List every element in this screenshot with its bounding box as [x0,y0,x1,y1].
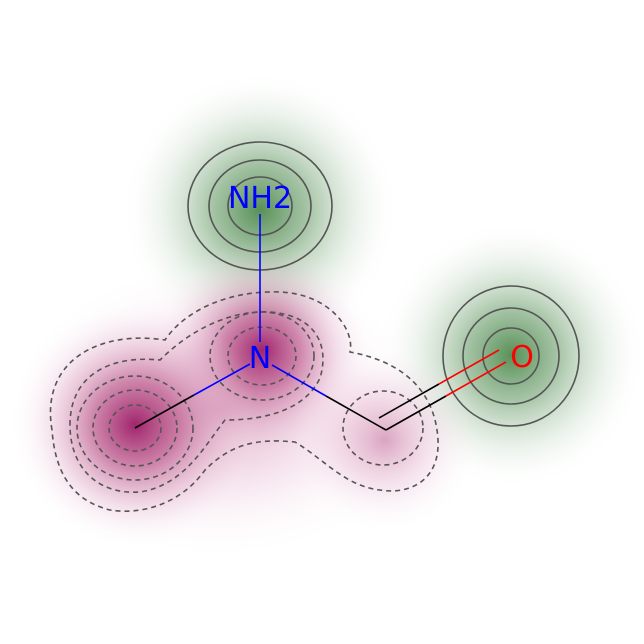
positive-contours-o [442,285,580,427]
bond-n-carbonyl-n-half [271,364,327,397]
contour-line [342,390,424,466]
atom-labels: NH2 N O [228,181,534,376]
bond-n-carbonyl-c-half [325,395,387,431]
contour-line [462,307,560,405]
contour-line [92,389,178,467]
atom-label-n: N [249,341,271,376]
contour-line [227,326,297,386]
contour-line [108,404,162,452]
contour-line [482,327,540,385]
atom-label-nh2: NH2 [228,181,292,216]
bond-carbonyl-o-inner-c [385,395,447,431]
negative-density-carbonyl [290,345,480,535]
contour-line [442,285,580,427]
atom-label-o: O [510,340,534,375]
bonds [134,214,507,431]
bond-n-methyl-c-half [134,394,195,429]
bond-carbonyl-o-inner-o [445,361,507,397]
contour-line [49,291,439,512]
contour-line [76,375,194,481]
contour-line [209,311,315,401]
negative-contours [49,291,439,512]
bond-carbonyl-o-outer-o [438,349,500,385]
density-shading [5,70,644,560]
bond-n-methyl-n-half [193,363,251,396]
negative-density-methyl [10,300,260,550]
bond-carbonyl-o-outer-c [378,383,440,419]
